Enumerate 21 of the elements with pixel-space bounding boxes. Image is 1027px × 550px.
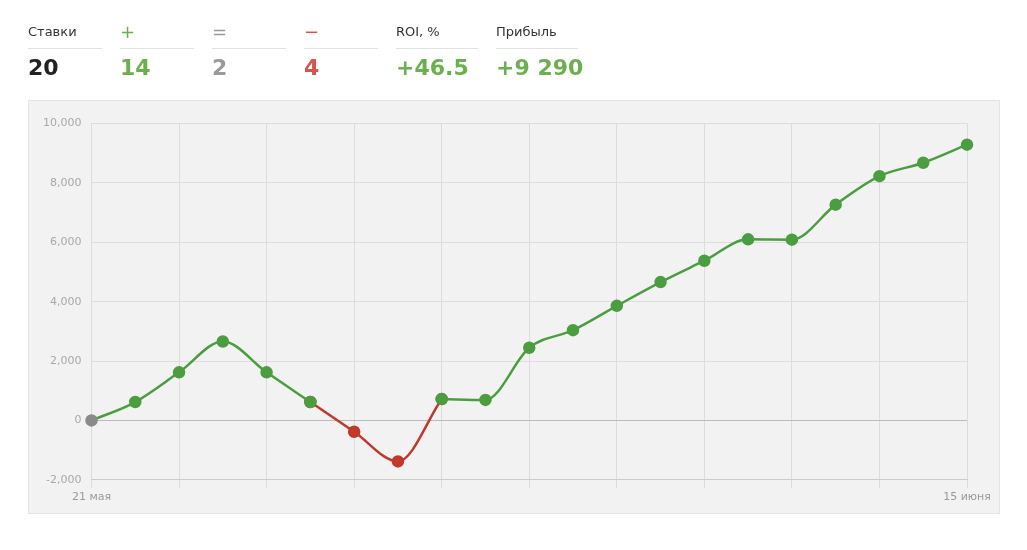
category-label: Прибыль bbox=[496, 23, 558, 41]
text: 2 bbox=[212, 55, 228, 80]
x-tick-label: 21 мая bbox=[71, 490, 112, 504]
text: 20 bbox=[28, 55, 59, 80]
y-tick-label: 10,000 bbox=[42, 116, 82, 130]
x-tick-label: 15 июня bbox=[943, 490, 991, 504]
category-label: = bbox=[212, 20, 229, 44]
y-tick-label: 2,000 bbox=[49, 353, 82, 367]
y-tick-label: 8,000 bbox=[49, 175, 82, 189]
y-tick-label: 0 bbox=[74, 413, 82, 427]
y-tick-label: 4,000 bbox=[49, 294, 82, 308]
category-label: ROI, % bbox=[396, 23, 441, 41]
y-tick-label: -2,000 bbox=[46, 472, 82, 486]
category-label: + bbox=[120, 20, 137, 44]
category-label: Ставки bbox=[28, 23, 78, 41]
text: +46.5 bbox=[396, 55, 469, 80]
text: +9 290 bbox=[496, 55, 584, 80]
category-label: − bbox=[304, 20, 321, 44]
text: 4 bbox=[304, 55, 320, 80]
y-tick-label: 6,000 bbox=[49, 235, 82, 249]
text: 14 bbox=[120, 55, 151, 80]
